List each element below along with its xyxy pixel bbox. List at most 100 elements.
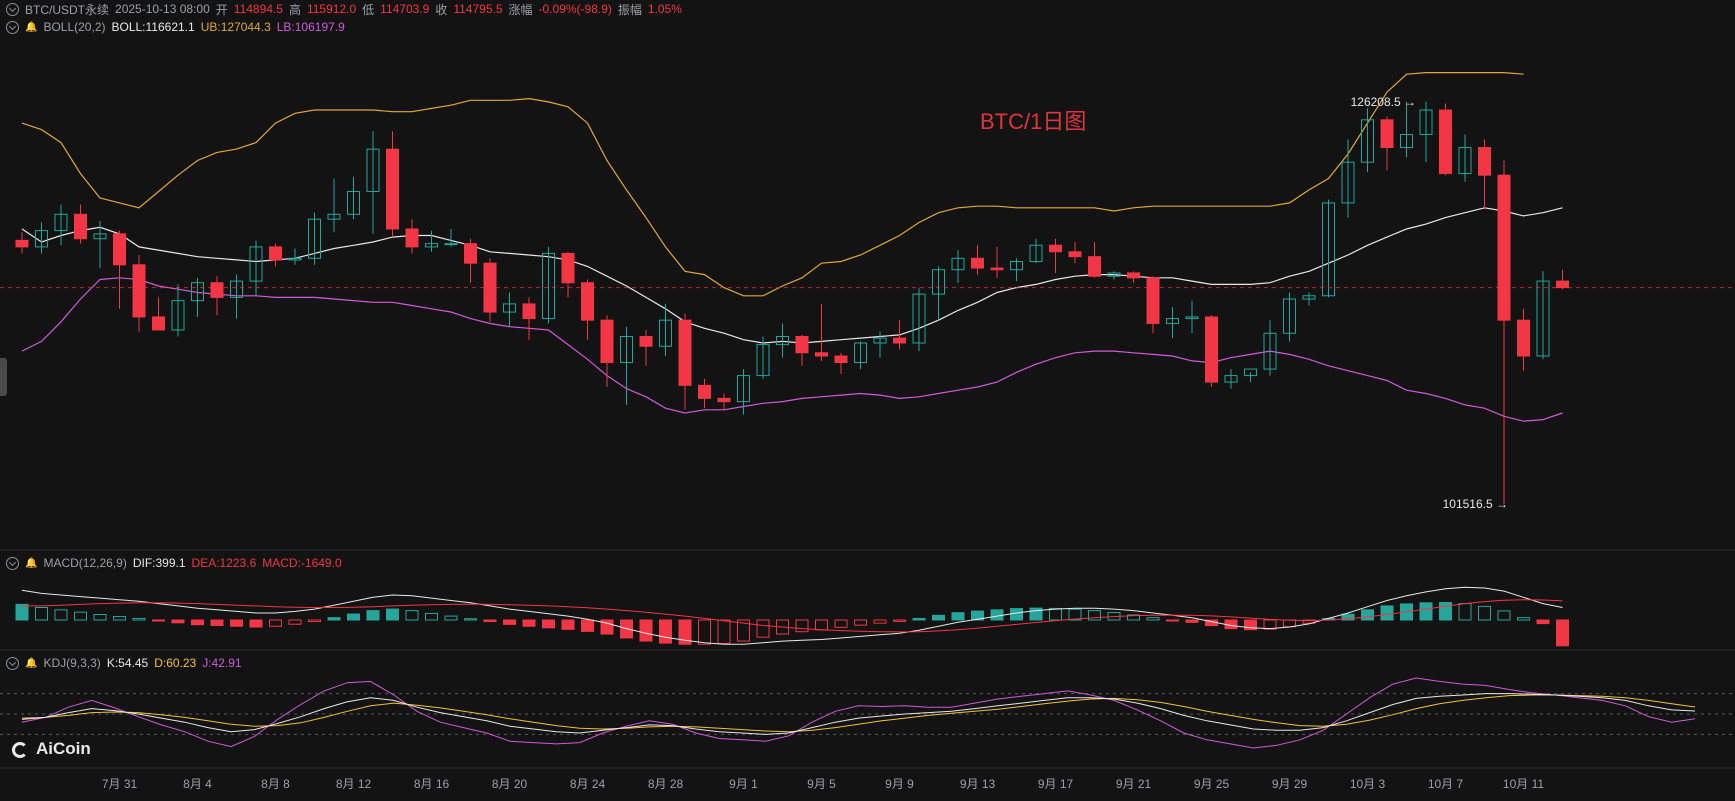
collapse-icon[interactable] bbox=[6, 20, 19, 34]
candle-down bbox=[1380, 119, 1394, 149]
x-tick-label: 9月 9 bbox=[885, 777, 914, 791]
macd-bar bbox=[1010, 608, 1023, 621]
x-tick-label: 8月 12 bbox=[336, 777, 372, 791]
candle-down bbox=[1439, 109, 1452, 175]
candle-down bbox=[1146, 277, 1160, 324]
candle-up bbox=[1341, 161, 1355, 204]
macd-bar bbox=[1146, 617, 1160, 621]
x-tick-label: 10月 11 bbox=[1503, 777, 1544, 791]
candles-group bbox=[15, 101, 1569, 505]
macd-bar bbox=[639, 619, 653, 642]
candle-down bbox=[815, 352, 828, 357]
candle-up bbox=[1361, 119, 1374, 163]
macd-bar bbox=[1127, 614, 1140, 621]
macd-bar bbox=[522, 619, 536, 627]
macd-dif-value: DIF:399.1 bbox=[132, 556, 186, 570]
open-label: 开 bbox=[215, 2, 228, 17]
macd-bar bbox=[1556, 619, 1569, 647]
macd-legend: 🔔 MACD(12,26,9) DIF:399.1 DEA:1223.6 MAC… bbox=[6, 555, 342, 571]
side-panel-toggle[interactable] bbox=[0, 358, 7, 396]
candle-down bbox=[269, 246, 282, 261]
boll-name[interactable]: BOLL(20,2) bbox=[43, 20, 106, 34]
macd-hist-value: MACD:-1649.0 bbox=[262, 556, 342, 570]
macd-bar bbox=[35, 607, 48, 621]
alert-bell-icon[interactable]: 🔔 bbox=[25, 657, 38, 669]
candle-up bbox=[171, 300, 185, 331]
candle-down bbox=[834, 355, 848, 364]
macd-bar bbox=[815, 619, 828, 631]
alert-bell-icon[interactable]: 🔔 bbox=[25, 21, 38, 33]
boll-lb-value: LB:106197.9 bbox=[276, 20, 345, 34]
macd-bar bbox=[386, 608, 399, 621]
candle-down bbox=[600, 319, 614, 364]
macd-bar bbox=[1341, 613, 1355, 621]
candle-down bbox=[795, 335, 809, 354]
macd-name[interactable]: MACD(12,26,9) bbox=[43, 556, 127, 570]
x-tick-label: 8月 4 bbox=[183, 777, 212, 791]
x-tick-label: 9月 17 bbox=[1038, 777, 1074, 791]
macd-bar bbox=[542, 619, 555, 629]
candle-up bbox=[854, 342, 867, 364]
candle-down bbox=[132, 264, 146, 318]
macd-bar bbox=[1536, 619, 1550, 625]
candle-up bbox=[230, 280, 243, 298]
collapse-icon[interactable] bbox=[6, 556, 19, 570]
macd-bar bbox=[191, 619, 204, 626]
macd-bar bbox=[366, 610, 380, 621]
macd-bar bbox=[1049, 607, 1062, 621]
x-tick-label: 8月 8 bbox=[261, 777, 290, 791]
candle-down bbox=[1497, 174, 1511, 321]
alert-bell-icon[interactable]: 🔔 bbox=[25, 557, 38, 569]
candle-up bbox=[873, 337, 887, 344]
candle-down bbox=[1517, 319, 1530, 357]
macd-bar bbox=[854, 619, 867, 626]
candle-up bbox=[776, 335, 789, 346]
x-tick-label: 9月 25 bbox=[1194, 777, 1230, 791]
candle-up bbox=[912, 293, 926, 344]
macd-dif-line bbox=[21, 586, 1563, 645]
x-tick-label: 7月 31 bbox=[102, 777, 138, 791]
candle-up bbox=[1010, 261, 1023, 271]
macd-bar bbox=[210, 619, 224, 626]
datetime-label: 2025-10-13 08:00 bbox=[115, 2, 210, 16]
macd-bar bbox=[249, 619, 263, 628]
macd-bar bbox=[1497, 610, 1511, 621]
macd-bar bbox=[659, 619, 672, 644]
candle-up bbox=[1166, 318, 1179, 324]
candle-up bbox=[1302, 295, 1316, 300]
close-value: 114795.5 bbox=[453, 2, 503, 16]
candle-down bbox=[717, 397, 731, 403]
candle-down bbox=[639, 335, 653, 347]
macd-dea-line bbox=[22, 599, 1563, 633]
candle-up bbox=[1536, 280, 1550, 357]
x-tick-label: 9月 29 bbox=[1272, 777, 1308, 791]
candle-up bbox=[756, 344, 770, 377]
boll-mid-line bbox=[21, 207, 1563, 344]
macd-bar bbox=[1244, 619, 1257, 631]
amp-value: 1.05% bbox=[647, 2, 682, 16]
macd-bar bbox=[581, 619, 594, 632]
candle-up bbox=[503, 303, 516, 313]
macd-bar bbox=[327, 617, 341, 621]
candle-up bbox=[54, 213, 68, 232]
macd-bar bbox=[1361, 609, 1374, 621]
macd-bar bbox=[444, 615, 458, 621]
macd-bar bbox=[678, 619, 692, 645]
boll-ub-line bbox=[21, 71, 1524, 297]
x-tick-label: 8月 24 bbox=[570, 777, 606, 791]
candle-up bbox=[932, 269, 945, 295]
collapse-icon[interactable] bbox=[6, 656, 19, 670]
kdj-name[interactable]: KDJ(9,3,3) bbox=[43, 656, 101, 670]
collapse-icon[interactable] bbox=[6, 2, 19, 16]
candle-up bbox=[1263, 332, 1277, 370]
macd-bar bbox=[152, 619, 165, 622]
candle-up bbox=[327, 213, 341, 220]
candle-up bbox=[425, 243, 438, 248]
macd-bar bbox=[483, 619, 497, 623]
macd-bar bbox=[834, 619, 848, 628]
macd-bar bbox=[503, 619, 516, 625]
candle-down bbox=[74, 213, 87, 240]
candle-up bbox=[1244, 368, 1257, 377]
candle-up bbox=[288, 257, 302, 261]
